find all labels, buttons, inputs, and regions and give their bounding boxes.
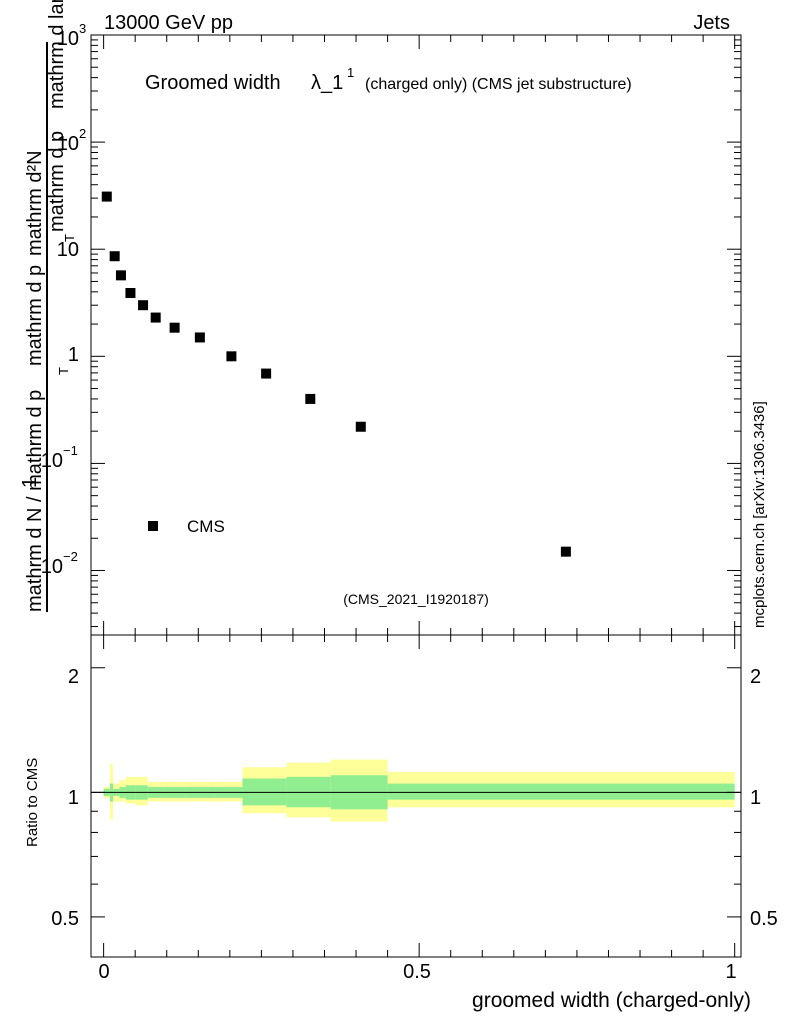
cms-data-point	[169, 322, 180, 333]
y-label-numerator-formula: mathrm d²N	[24, 150, 46, 256]
y-tick-100-exp: 2	[79, 126, 86, 141]
y-tick-0.1-base: 10	[41, 450, 63, 472]
plot-title-main: Groomed width	[145, 72, 281, 94]
legend-label: CMS	[187, 517, 225, 536]
cms-data-point	[101, 191, 112, 202]
main-plot-frame	[90, 34, 742, 636]
x-tick-0.5: 0.5	[403, 961, 431, 983]
cms-data-point	[226, 351, 237, 362]
ratio-plot-frame	[90, 634, 742, 958]
cms-data-point	[109, 251, 120, 262]
cms-data-point	[355, 421, 366, 432]
y-label-numerator-rest: mathrm d lambda	[46, 0, 68, 109]
main-y-tick-100: 10 2	[57, 126, 86, 155]
plot-title-lambda: λ_1	[311, 72, 343, 94]
x-tick-1: 1	[725, 961, 736, 983]
main-y-tick-0.01: 10 −2	[41, 549, 78, 578]
y-label-denominator-rest: mathrm d p	[24, 265, 46, 366]
main-y-tick-0.1: 10 −1	[41, 443, 78, 472]
y-tick-0.1-exp: −1	[63, 443, 78, 458]
ratio-y-tick-2-left: 2	[68, 666, 79, 688]
ratio-y-label: Ratio to CMS	[24, 758, 41, 847]
cms-data-point	[560, 546, 571, 557]
ratio-axis-ticks	[91, 635, 741, 958]
y-tick-0.01-exp: −2	[63, 549, 78, 564]
x-axis-label: groomed width (charged-only)	[472, 989, 751, 1012]
main-y-tick-1000: 10 3	[57, 21, 86, 50]
cms-data-point	[194, 332, 205, 343]
plot-title-superscript: 1	[347, 65, 354, 80]
ratio-y-tick-2-right: 2	[750, 666, 761, 688]
legend-marker	[148, 521, 158, 531]
y-tick-10: 10	[57, 239, 79, 261]
cms-data-point	[150, 312, 161, 323]
analysis-watermark: (CMS_2021_I1920187)	[343, 591, 489, 607]
x-tick-0: 0	[98, 961, 109, 983]
main-axis-ticks	[91, 34, 741, 635]
y-tick-1000-base: 10	[57, 28, 79, 50]
y-label-denominator: mathrm d N / mathrm d p	[24, 390, 46, 612]
y-label-subscript-t2: T	[62, 234, 77, 242]
process-label: Jets	[693, 12, 730, 34]
y-tick-1: 1	[68, 344, 79, 366]
y-tick-1000-exp: 3	[79, 21, 86, 36]
cms-data-point	[261, 368, 272, 379]
ratio-y-tick-1-left: 1	[68, 787, 79, 809]
ratio-y-tick-0.5-right: 0.5	[750, 908, 778, 930]
y-label-numerator-pt: mathrm d p	[46, 131, 68, 232]
ratio-stat-band	[387, 783, 735, 800]
cms-data-point	[115, 270, 126, 281]
y-tick-100-base: 10	[57, 133, 79, 155]
ratio-y-tick-0.5-left: 0.5	[51, 908, 79, 930]
cms-data-point	[138, 300, 149, 311]
y-label-numerator-one: 1	[19, 477, 41, 488]
cms-data-point	[125, 288, 136, 299]
side-watermark: mcplots.cern.ch [arXiv:1306.3436]	[751, 401, 768, 628]
cms-data-points	[101, 191, 571, 557]
cms-data-point	[305, 393, 316, 404]
y-label-subscript-t1: T	[56, 367, 71, 375]
ratio-y-tick-1-right: 1	[750, 787, 761, 809]
y-tick-0.01-base: 10	[41, 556, 63, 578]
ratio-uncertainty-bands	[103, 759, 735, 822]
energy-label: 13000 GeV pp	[104, 12, 233, 34]
y-axis-label: mathrm d N / mathrm d p mathrm d p 1 mat…	[19, 0, 77, 612]
plot-title-subtitle: (charged only) (CMS jet substructure)	[365, 76, 632, 93]
